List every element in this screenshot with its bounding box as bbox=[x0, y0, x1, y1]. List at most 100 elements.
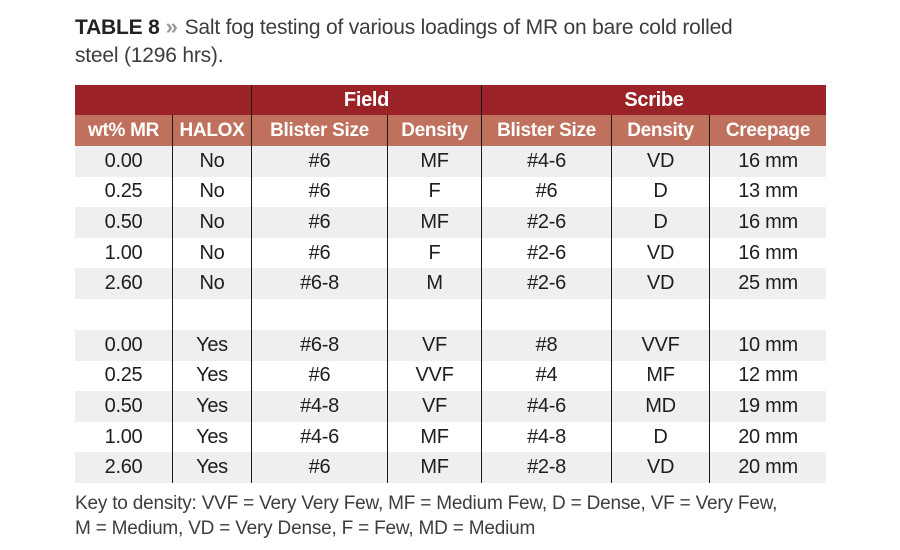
table-cell: 16 mm bbox=[738, 210, 798, 233]
table-cell: VD bbox=[612, 237, 710, 269]
spacer-cell bbox=[612, 298, 710, 330]
table-caption-text-line2: steel (1296 hrs). bbox=[75, 44, 224, 67]
table-cell: MD bbox=[612, 391, 710, 422]
table-cell: #6-8 bbox=[252, 329, 388, 361]
section-header-field: Field bbox=[252, 85, 482, 115]
column-header-scribe-blister-size: Blister Size bbox=[482, 115, 612, 146]
density-key-line1: Key to density: VVF = Very Very Few, MF … bbox=[75, 492, 778, 514]
table-cell: 0.50 bbox=[75, 207, 173, 238]
table-cell: VD bbox=[612, 146, 710, 177]
column-header-scribe-density: Density bbox=[612, 115, 710, 146]
table-cell: F bbox=[388, 237, 482, 269]
table-cell: VVF bbox=[612, 329, 710, 361]
table-cell: #8 bbox=[482, 329, 612, 361]
table-cell: Yes bbox=[173, 391, 252, 422]
table-cell: #2-8 bbox=[482, 452, 612, 483]
table-cell: #2-6 bbox=[482, 268, 612, 299]
table-cell: 2.60 bbox=[75, 452, 173, 483]
table-cell: VF bbox=[388, 391, 482, 422]
table-cell: #4-6 bbox=[252, 421, 388, 453]
table-cell: #6 bbox=[252, 360, 388, 392]
table-row: 0.25 Yes #6 VVF #4 MF 12 mm bbox=[75, 360, 826, 392]
spacer-cell bbox=[173, 298, 252, 330]
table-row: 2.60 No #6-8 M #2-6 VD 25 mm bbox=[75, 268, 826, 299]
table-cell: 0.50 bbox=[75, 391, 173, 422]
table-cell: #6 bbox=[252, 452, 388, 483]
table-row: 2.60 Yes #6 MF #2-8 VD 20 mm bbox=[75, 452, 826, 483]
salt-fog-table: Field Scribe wt% MR HALOX Blister Size D… bbox=[75, 85, 826, 483]
density-key-line2: M = Medium, VD = Very Dense, F = Few, MD… bbox=[75, 517, 536, 539]
column-header-field-blister-size: Blister Size bbox=[252, 115, 388, 146]
column-header-field-density: Density bbox=[388, 115, 482, 146]
column-header-halox: HALOX bbox=[173, 115, 252, 146]
column-header-wt-mr: wt% MR bbox=[75, 115, 173, 146]
table-cell: 16 mm bbox=[738, 149, 798, 172]
table-cell: 0.25 bbox=[75, 176, 173, 208]
table-cell: D bbox=[612, 207, 710, 238]
table-cell: 2.60 bbox=[75, 268, 173, 299]
table-cell: #4-6 bbox=[482, 146, 612, 177]
table-cell: Yes bbox=[173, 452, 252, 483]
table-section-header-row: Field Scribe bbox=[75, 85, 826, 115]
table-cell: Yes bbox=[173, 360, 252, 392]
table-cell: 1.00 bbox=[75, 421, 173, 453]
table-cell: No bbox=[173, 146, 252, 177]
table-cell: 20 mm bbox=[738, 425, 798, 448]
table-cell: 10 mm bbox=[738, 333, 798, 356]
table-cell: MF bbox=[388, 207, 482, 238]
table-cell: 0.00 bbox=[75, 329, 173, 361]
table-cell: 19 mm bbox=[738, 394, 798, 417]
spacer-cell bbox=[75, 298, 173, 330]
table-cell: No bbox=[173, 268, 252, 299]
table-cell: #6 bbox=[482, 176, 612, 208]
table-row: 0.50 No #6 MF #2-6 D 16 mm bbox=[75, 207, 826, 238]
table-column-header-row: wt% MR HALOX Blister Size Density Bliste… bbox=[75, 115, 826, 146]
table-cell: #6 bbox=[252, 237, 388, 269]
table-cell: VD bbox=[612, 452, 710, 483]
table-cell: VD bbox=[612, 268, 710, 299]
table-cell: MF bbox=[388, 421, 482, 453]
table-cell: #4-6 bbox=[482, 391, 612, 422]
table-caption-number: TABLE 8 bbox=[75, 16, 160, 39]
table-cell: #2-6 bbox=[482, 207, 612, 238]
section-header-scribe: Scribe bbox=[624, 88, 684, 111]
spacer-cell bbox=[482, 298, 612, 330]
table-cell: MF bbox=[388, 452, 482, 483]
table-cell: F bbox=[388, 176, 482, 208]
table-caption-text-line1: Salt fog testing of various loadings of … bbox=[184, 16, 733, 39]
table-cell: 16 mm bbox=[738, 241, 798, 264]
table-row: 1.00 Yes #4-6 MF #4-8 D 20 mm bbox=[75, 421, 826, 453]
figure-content: TABLE 8» Salt fog testing of various load… bbox=[75, 13, 826, 541]
table-cell: 25 mm bbox=[738, 272, 798, 295]
table-cell: #2-6 bbox=[482, 237, 612, 269]
table-cell: Yes bbox=[173, 421, 252, 453]
table-cell: No bbox=[173, 176, 252, 208]
table-cell: 20 mm bbox=[738, 456, 798, 479]
density-key: Key to density: VVF = Very Very Few, MF … bbox=[75, 491, 875, 541]
table-cell: VF bbox=[388, 329, 482, 361]
column-header-creepage: Creepage bbox=[725, 119, 811, 141]
table-cell: 0.25 bbox=[75, 360, 173, 392]
table-row: 0.00 Yes #6-8 VF #8 VVF 10 mm bbox=[75, 329, 826, 361]
table-caption: TABLE 8» Salt fog testing of various load… bbox=[75, 13, 826, 70]
section-header-empty bbox=[75, 85, 252, 115]
table-cell: #6 bbox=[252, 146, 388, 177]
spacer-cell bbox=[388, 298, 482, 330]
table-cell: D bbox=[612, 176, 710, 208]
caption-chevrons-icon: » bbox=[165, 14, 178, 39]
table-cell: 1.00 bbox=[75, 237, 173, 269]
table-cell: #4 bbox=[482, 360, 612, 392]
table-cell: #4-8 bbox=[482, 421, 612, 453]
table-cell: D bbox=[612, 421, 710, 453]
spacer-cell bbox=[710, 299, 826, 330]
table-body: 0.00 No #6 MF #4-6 VD 16 mm 0.25 No #6 F #6 D 13 mm 0.… bbox=[75, 146, 826, 483]
table-cell: No bbox=[173, 237, 252, 269]
table-cell: #6 bbox=[252, 207, 388, 238]
spacer-row bbox=[75, 298, 826, 330]
table-cell: VVF bbox=[388, 360, 482, 392]
table-row: 1.00 No #6 F #2-6 VD 16 mm bbox=[75, 237, 826, 269]
table-cell: #6 bbox=[252, 176, 388, 208]
table-cell: 12 mm bbox=[738, 364, 798, 387]
table-cell: #6-8 bbox=[252, 268, 388, 299]
